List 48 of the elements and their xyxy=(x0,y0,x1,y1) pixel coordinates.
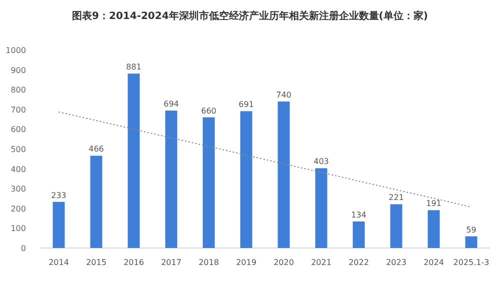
y-tick-label: 200 xyxy=(10,204,26,214)
x-tick-label: 2014 xyxy=(48,258,69,267)
data-label: 691 xyxy=(238,100,254,110)
bar xyxy=(278,101,290,248)
bar xyxy=(90,156,102,248)
data-label: 134 xyxy=(351,210,366,220)
bar xyxy=(128,74,140,248)
y-tick-label: 300 xyxy=(10,184,26,194)
y-tick-label: 900 xyxy=(10,66,26,75)
bar xyxy=(352,221,365,248)
x-tick-label: 2020 xyxy=(274,258,294,267)
x-tick-label: 2019 xyxy=(236,258,256,267)
data-label: 221 xyxy=(388,193,404,202)
bar xyxy=(240,111,252,248)
bar xyxy=(315,168,328,248)
data-label: 403 xyxy=(314,157,329,166)
x-tick-label: 2015 xyxy=(86,258,106,267)
bar xyxy=(390,204,402,248)
data-label: 59 xyxy=(466,225,476,234)
y-tick-label: 800 xyxy=(10,86,26,95)
x-tick-label: 2021 xyxy=(311,258,332,267)
bar xyxy=(428,210,440,248)
bar xyxy=(465,236,478,248)
x-tick-label: 2018 xyxy=(198,258,219,267)
x-tick-label: 2023 xyxy=(386,258,406,267)
data-label: 466 xyxy=(88,144,104,154)
y-tick-label: 1000 xyxy=(6,46,26,55)
x-tick-label: 2022 xyxy=(348,258,369,267)
y-tick-label: 0 xyxy=(20,244,26,253)
data-label: 233 xyxy=(51,190,66,200)
data-label: 694 xyxy=(164,100,179,109)
bar xyxy=(202,117,215,248)
data-label: 881 xyxy=(126,62,142,72)
y-tick-label: 100 xyxy=(10,224,26,234)
data-label: 660 xyxy=(201,106,216,116)
x-tick-label: 2025.1-3 xyxy=(453,258,490,267)
x-tick-label: 2017 xyxy=(161,258,182,267)
data-label: 740 xyxy=(276,90,292,100)
chart-title: 图表9：2014-2024年深圳市低空经济产业历年相关新注册企业数量(单位：家) xyxy=(72,10,428,22)
x-tick-label: 2016 xyxy=(124,258,144,267)
bar xyxy=(165,110,178,248)
y-tick-label: 400 xyxy=(10,164,26,174)
x-tick-label: 2024 xyxy=(424,258,444,267)
y-tick-label: 500 xyxy=(10,145,26,154)
bar xyxy=(52,202,65,248)
y-tick-label: 700 xyxy=(10,105,26,114)
y-tick-label: 600 xyxy=(10,125,26,134)
data-label: 191 xyxy=(426,199,442,208)
